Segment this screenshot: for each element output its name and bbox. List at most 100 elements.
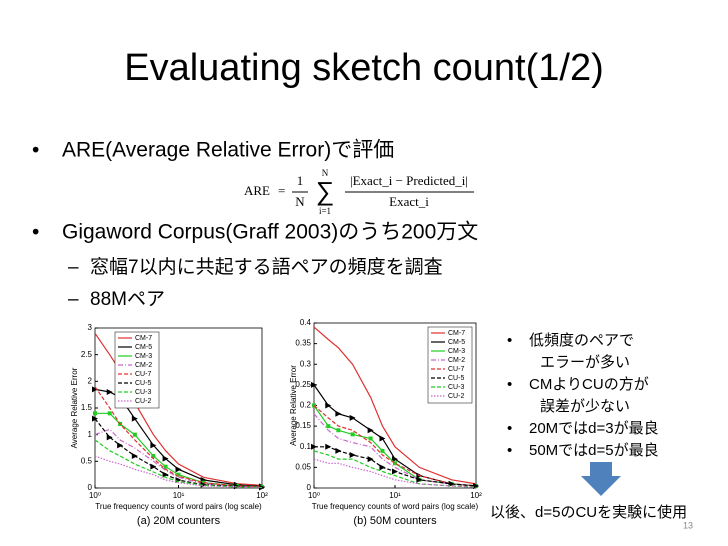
marker xyxy=(117,442,124,449)
marker xyxy=(367,456,374,463)
y-tick-label: 0.5 xyxy=(81,456,93,465)
formula-text: ARE xyxy=(244,183,270,198)
marker xyxy=(150,463,157,470)
caption: (b) 50M counters xyxy=(353,515,437,527)
chart: 0 0.05 0.1 0.15 0.2 0.25 0.3 0.35 0.4 10⁰ 10¹ 10² Tr… xyxy=(289,318,482,527)
marker xyxy=(336,428,341,433)
marker xyxy=(349,414,356,421)
legend-label: CM-3 xyxy=(135,353,152,360)
note: 20Mではd=3が最良 xyxy=(529,420,659,437)
note-dot: • xyxy=(507,332,512,349)
legend-label: CM-5 xyxy=(448,339,465,346)
marker xyxy=(392,468,398,475)
note: CMよりCUの方が xyxy=(529,376,649,393)
marker xyxy=(379,464,386,471)
legend-label: CU-5 xyxy=(135,380,151,387)
series-line xyxy=(313,450,477,488)
bullet-dot: • xyxy=(32,139,39,162)
x-axis-label: True frequency counts of word pairs (log… xyxy=(312,502,479,511)
caption: (a) 20M counters xyxy=(137,515,221,527)
marker xyxy=(106,389,113,395)
x-tick-label: 10¹ xyxy=(389,491,401,500)
legend-label: CU-7 xyxy=(448,366,464,373)
legend-label: CU-7 xyxy=(135,371,151,378)
marker xyxy=(325,443,332,450)
sub-bullet: 88Mペア xyxy=(90,289,165,310)
legend-label: CM-7 xyxy=(448,330,465,337)
marker xyxy=(132,432,137,437)
conclusion: 以後、d=5のCUを実験に使用 xyxy=(490,504,687,521)
chart: 0 0.5 1 1.5 2 2.5 3 10⁰ 10¹ 10² True frequency cou… xyxy=(70,323,268,527)
legend-label: CU-2 xyxy=(448,393,464,400)
marker xyxy=(416,476,423,483)
legend-label: CU-3 xyxy=(135,389,151,396)
y-tick-label: 0 xyxy=(307,483,312,492)
marker xyxy=(350,432,355,437)
y-tick-label: 0.4 xyxy=(300,318,312,327)
note: 50Mではd=5が最良 xyxy=(529,442,659,459)
note: 誤差が少ない xyxy=(540,398,630,415)
legend-label: CU-3 xyxy=(448,384,464,391)
formula-text: N xyxy=(295,194,305,209)
series-line xyxy=(313,405,477,487)
slide-title: Evaluating sketch count(1/2) xyxy=(124,47,604,89)
bullet-dot: • xyxy=(32,221,39,244)
marker xyxy=(106,434,113,441)
marker xyxy=(175,466,182,473)
marker xyxy=(349,452,356,458)
marker xyxy=(93,411,97,416)
marker xyxy=(392,456,398,463)
note-dot: • xyxy=(507,420,512,437)
marker xyxy=(473,482,479,489)
down-arrow xyxy=(581,462,621,496)
marker xyxy=(311,381,317,388)
note: エラーが多い xyxy=(540,354,630,371)
note-dot: • xyxy=(507,376,512,393)
marker xyxy=(335,410,342,417)
y-tick-label: 0 xyxy=(88,483,93,492)
y-tick-label: 0.05 xyxy=(295,462,311,471)
marker xyxy=(311,443,317,450)
series-line xyxy=(94,455,263,489)
y-tick-label: 2 xyxy=(88,376,93,385)
y-axis-label: Average Relative Error xyxy=(70,367,79,448)
marker xyxy=(107,411,112,416)
marker xyxy=(162,455,169,462)
page-number: 13 xyxy=(683,520,693,530)
x-tick-label: 10⁰ xyxy=(308,491,320,500)
series-line xyxy=(314,446,477,487)
marker xyxy=(326,424,331,429)
series-line xyxy=(95,412,263,488)
legend-label: CM-3 xyxy=(448,348,465,355)
y-tick-label: 1 xyxy=(88,430,93,439)
series-line xyxy=(313,326,477,485)
legend-label: CM-7 xyxy=(135,335,152,342)
marker xyxy=(92,415,98,422)
y-tick-label: 1.5 xyxy=(81,403,93,412)
y-tick-label: 0.35 xyxy=(295,339,311,348)
marker xyxy=(163,464,168,469)
legend-box xyxy=(427,326,473,404)
legend-label: CM-2 xyxy=(135,362,152,369)
formula-text: |Exact_i − Predicted_i| xyxy=(350,173,468,188)
marker xyxy=(150,442,157,449)
legend-label: CM-2 xyxy=(448,357,465,364)
marker xyxy=(379,435,386,442)
y-tick-label: 2.5 xyxy=(81,350,93,359)
sub-dash: – xyxy=(68,257,79,278)
y-tick-label: 0.3 xyxy=(300,359,312,368)
formula-text: i=1 xyxy=(319,206,331,216)
bullet: Gigaword Corpus(Graff 2003)のうち200万文 xyxy=(62,221,478,244)
y-tick-label: 3 xyxy=(88,323,93,332)
sub-bullet: 窓幅7以内に共起する語ペアの頻度を調査 xyxy=(90,256,443,278)
marker xyxy=(367,427,374,434)
y-tick-label: 0.2 xyxy=(300,401,312,410)
formula-text: Exact_i xyxy=(389,194,429,209)
marker xyxy=(380,448,385,453)
sum-sign: ∑ xyxy=(316,176,335,206)
x-tick-label: 10² xyxy=(256,491,268,500)
legend-label: CU-2 xyxy=(135,398,151,405)
marker xyxy=(335,447,342,454)
